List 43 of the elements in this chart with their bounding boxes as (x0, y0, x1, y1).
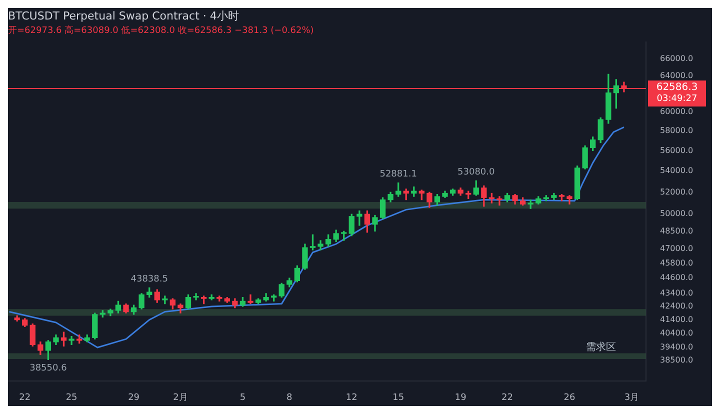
x-tick-label: 22 (502, 392, 513, 403)
x-tick-label: 22 (19, 392, 31, 403)
x-tick-label: 25 (66, 392, 78, 403)
y-tick-label: 43400.0 (660, 288, 694, 298)
candlestick (318, 240, 324, 250)
x-tick-label: 19 (454, 392, 467, 403)
chart-title: BTCUSDT Perpetual Swap Contract · 4小时 (8, 9, 239, 22)
x-tick-label: 2月 (173, 392, 188, 403)
y-tick-label: 52000.0 (660, 187, 694, 196)
ref-line-label: 62586.3 (656, 82, 698, 94)
band-label: 需求区 (586, 340, 616, 353)
candlestick (496, 196, 502, 206)
x-tick-label: 5 (240, 392, 246, 403)
y-tick-label: 47000.0 (660, 244, 694, 253)
annotation: 53080.0 (458, 168, 496, 178)
y-tick-label: 50000.0 (660, 209, 694, 218)
y-tick-label: 54000.0 (660, 166, 694, 176)
x-tick-label: 8 (286, 392, 293, 403)
y-tick-label: 60000.0 (660, 107, 694, 116)
y-tick-label: 38500.0 (660, 356, 694, 365)
x-tick-label: 12 (346, 392, 358, 403)
annotation: 43838.5 (130, 274, 168, 285)
text: 03:49:27 (656, 94, 698, 104)
y-tick-label: 40400.0 (660, 328, 694, 338)
y-tick-label: 58000.0 (660, 126, 694, 136)
x-tick-label: 3月 (624, 392, 640, 403)
y-tick-label: 44600.0 (660, 273, 694, 282)
y-tick-label: 66000.0 (660, 54, 694, 63)
y-tick-label: 64000.0 (660, 71, 694, 80)
candlestick (248, 294, 254, 304)
y-tick-label: 41400.0 (660, 314, 694, 324)
y-tick-label: 39400.0 (660, 342, 694, 352)
y-tick-label: 56000.0 (660, 146, 694, 155)
x-tick-label: 15 (392, 392, 404, 403)
y-tick-label: 48500.0 (660, 226, 694, 236)
x-tick-label: 29 (128, 392, 140, 403)
annotation: 38550.6 (30, 364, 68, 374)
x-tick-label: 26 (564, 392, 576, 403)
y-tick-label: 42400.0 (660, 302, 694, 311)
y-tick-label: 45800.0 (660, 258, 694, 268)
annotation: 52881.1 (380, 170, 417, 180)
candlestick (193, 293, 199, 300)
chart-subtitle: 开=62973.6 高=63089.0 低=62308.0 收=62586.3 −381.3 (−0.62%) (8, 24, 314, 36)
